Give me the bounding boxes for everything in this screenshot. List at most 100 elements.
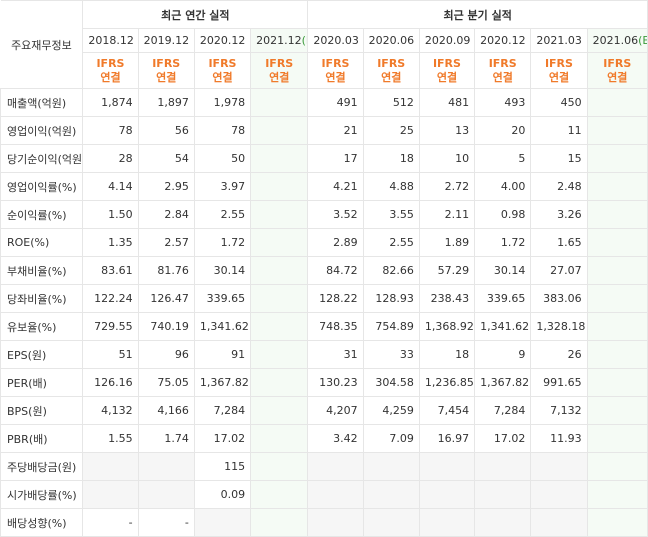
value-cell: 2.84 (137, 200, 195, 229)
value-cell: 1.65 (530, 228, 588, 257)
basis-label: 연결 (212, 70, 233, 84)
value-cell: 7,284 (193, 396, 252, 425)
basis-cell: IFRS 연결 (193, 52, 252, 89)
basis-label: 연결 (548, 70, 570, 84)
value-cell: 128.22 (307, 284, 364, 313)
row-label: PER(배) (0, 368, 84, 397)
data-row: 영업이익률(%) 4.14 2.95 3.97 4.21 4.88 2.72 4.00 2.48 (0, 172, 648, 201)
basis-cell: IFRS 연결 (530, 52, 588, 89)
value-cell: 2.57 (137, 228, 195, 257)
value-cell: 512 (362, 88, 420, 117)
value-cell (586, 480, 648, 509)
value-cell (586, 200, 648, 229)
value-cell: 1.35 (82, 228, 139, 257)
period-date: 2020.12 (199, 34, 246, 47)
period-date: 2020.06 (368, 34, 415, 47)
value-cell (250, 368, 309, 397)
value-cell (418, 480, 476, 509)
row-label: 배당성향(%) (0, 508, 84, 537)
value-cell: 4,166 (137, 396, 195, 425)
basis-cell: IFRS 연결 (250, 52, 309, 89)
value-cell: 10 (418, 144, 476, 173)
period-date: 2018.12 (88, 34, 134, 47)
value-cell: 0.09 (193, 480, 252, 509)
value-cell: 20 (474, 116, 532, 145)
value-cell: 7,284 (474, 396, 532, 425)
period-cell: 2018.12 (82, 28, 139, 53)
value-cell: 1,367.82 (193, 368, 252, 397)
value-cell: 2.95 (137, 172, 195, 201)
period-cell: 2021.12(E) (250, 28, 309, 53)
basis-cell: IFRS 연결 (137, 52, 195, 89)
value-cell: 1.55 (82, 424, 139, 453)
value-cell (250, 284, 309, 313)
ifrs-label: IFRS (96, 56, 125, 70)
ifrs-label: IFRS (152, 56, 181, 70)
value-cell: 18 (362, 144, 420, 173)
value-cell (586, 396, 648, 425)
data-row: 시가배당률(%) 0.09 (0, 480, 648, 509)
row-label: 당좌비율(%) (0, 284, 84, 313)
period-cell: 2019.12 (137, 28, 195, 53)
corner-cell: 주요재무정보 (0, 0, 84, 89)
row-label: 시가배당률(%) (0, 480, 84, 509)
data-row: 유보율(%) 729.55 740.19 1,341.62 748.35 754.89 1,… (0, 312, 648, 341)
basis-label: 연결 (100, 70, 121, 84)
value-cell: 9 (474, 340, 532, 369)
row-label: 주당배당금(원) (0, 452, 84, 481)
value-cell: 493 (474, 88, 532, 117)
value-cell: 122.24 (82, 284, 139, 313)
date-row: 2018.122019.122020.122021.12(E)2020.0320… (1, 28, 648, 53)
value-cell: 3.26 (530, 200, 588, 229)
value-cell: 1,367.82 (474, 368, 532, 397)
value-cell: 18 (418, 340, 476, 369)
value-cell: 450 (530, 88, 588, 117)
value-cell: 11 (530, 116, 588, 145)
group-title: 최근 연간 실적 (82, 0, 309, 29)
value-cell: 748.35 (307, 312, 364, 341)
value-cell: 1,328.18 (530, 312, 588, 341)
value-cell: 30.14 (474, 256, 532, 285)
period-date: 2021.12 (256, 34, 302, 47)
value-cell: 28 (82, 144, 139, 173)
row-label: 매출액(억원) (0, 88, 84, 117)
value-cell (586, 144, 648, 173)
basis-label: 연결 (492, 70, 513, 84)
value-cell: 82.66 (362, 256, 420, 285)
value-cell: 25 (362, 116, 420, 145)
value-cell: 78 (193, 116, 252, 145)
period-cell: 2020.12 (474, 28, 532, 53)
data-row: 순이익률(%) 1.50 2.84 2.55 3.52 3.55 2.11 0.98 3.26 (0, 200, 648, 229)
value-cell: 17 (307, 144, 364, 173)
row-label: 유보율(%) (0, 312, 84, 341)
value-cell: 57.29 (418, 256, 476, 285)
value-cell: 96 (137, 340, 195, 369)
value-cell: 1,341.62 (193, 312, 252, 341)
value-cell: 7.09 (362, 424, 420, 453)
value-cell: 4,259 (362, 396, 420, 425)
data-row: PBR(배) 1.55 1.74 17.02 3.42 7.09 16.97 17.02 11.… (0, 424, 648, 453)
value-cell: 33 (362, 340, 420, 369)
value-cell: 56 (137, 116, 195, 145)
value-cell (82, 480, 139, 509)
value-cell: 7,454 (418, 396, 476, 425)
value-cell: 3.52 (307, 200, 364, 229)
data-row: 매출액(억원) 1,874 1,897 1,978 491 512 481 493 450 (0, 88, 648, 117)
basis-cell: IFRS 연결 (586, 52, 648, 89)
value-cell: 339.65 (474, 284, 532, 313)
value-cell (586, 424, 648, 453)
value-cell (250, 396, 309, 425)
value-cell: 1.89 (418, 228, 476, 257)
basis-cell: IFRS 연결 (418, 52, 476, 89)
value-cell: 491 (307, 88, 364, 117)
basis-cell: IFRS 연결 (362, 52, 420, 89)
ifrs-label: IFRS (377, 56, 406, 70)
period-cell: 2020.09 (418, 28, 476, 53)
basis-cell: IFRS 연결 (307, 52, 364, 89)
value-cell (250, 312, 309, 341)
value-cell (418, 452, 476, 481)
value-cell (586, 116, 648, 145)
data-row: 당좌비율(%) 122.24 126.47 339.65 128.22 128.93 238… (0, 284, 648, 313)
ifrs-label: IFRS (603, 56, 632, 70)
value-cell (137, 480, 195, 509)
